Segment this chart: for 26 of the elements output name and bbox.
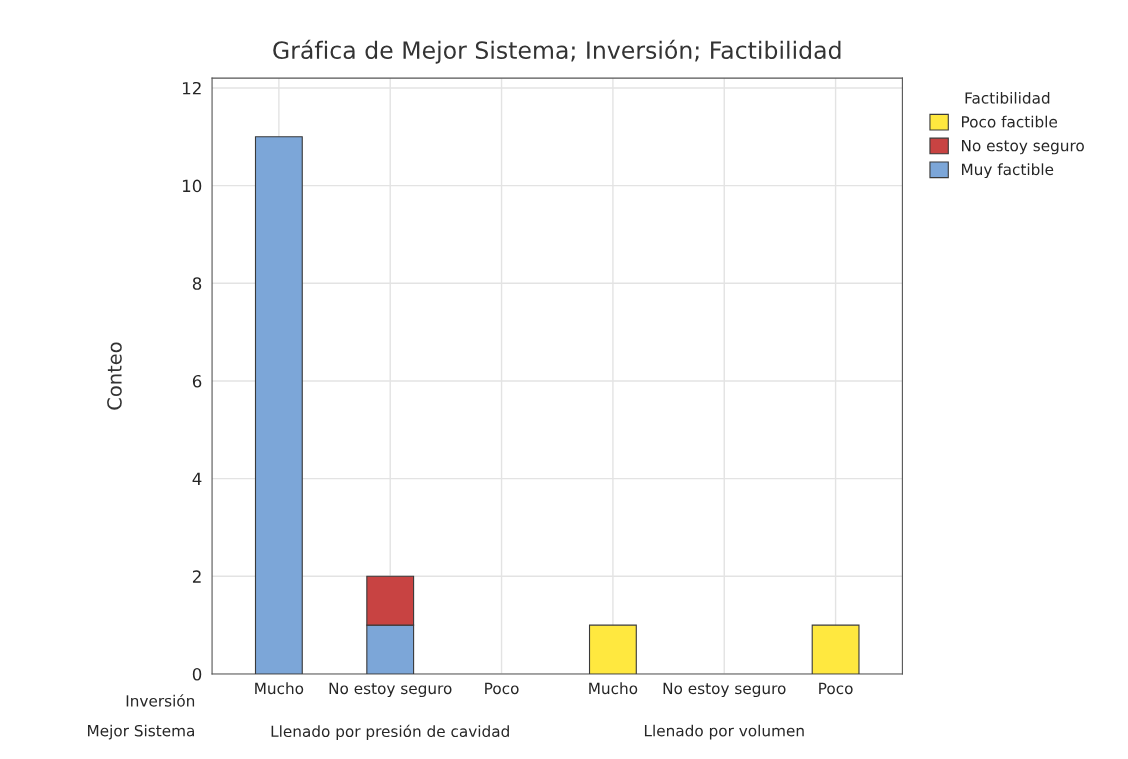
x-tick-label: Mucho <box>589 682 638 695</box>
x-tick-label: Poco <box>819 682 853 695</box>
y-tick-label: 0 <box>192 667 202 681</box>
text: Inversión <box>126 694 195 707</box>
y-tick-label: 8 <box>192 277 202 290</box>
y-tick-label: 12 <box>182 81 201 95</box>
text: Llenado por volumen <box>644 724 804 740</box>
x-tick-label: Mucho <box>255 682 304 695</box>
legend-label: Poco factible <box>962 115 1058 128</box>
y-axis-title: Conteo <box>107 342 122 410</box>
bar <box>254 136 303 674</box>
y-tick-label: 6 <box>192 374 202 388</box>
x-tick-label: No estoy seguro <box>663 682 786 698</box>
legend-label: No estoy seguro <box>962 140 1084 155</box>
legend-title: Factibilidad <box>965 91 1050 104</box>
chart-title: Gráfica de Mejor Sistema; Inversión; Factibilidad <box>273 39 841 64</box>
y-tick-label: 10 <box>182 179 202 193</box>
y-tick-label: 4 <box>192 472 202 485</box>
x-tick-label: Poco <box>485 682 519 695</box>
y-tick-label: 2 <box>192 570 201 583</box>
bar <box>588 624 637 674</box>
x-tick-label: No estoy seguro <box>329 682 452 698</box>
legend-label: Muy factible <box>962 163 1054 179</box>
text: Mejor Sistema <box>88 724 194 740</box>
text: Llenado por presión de cavidad <box>271 724 509 741</box>
bar <box>811 624 860 674</box>
